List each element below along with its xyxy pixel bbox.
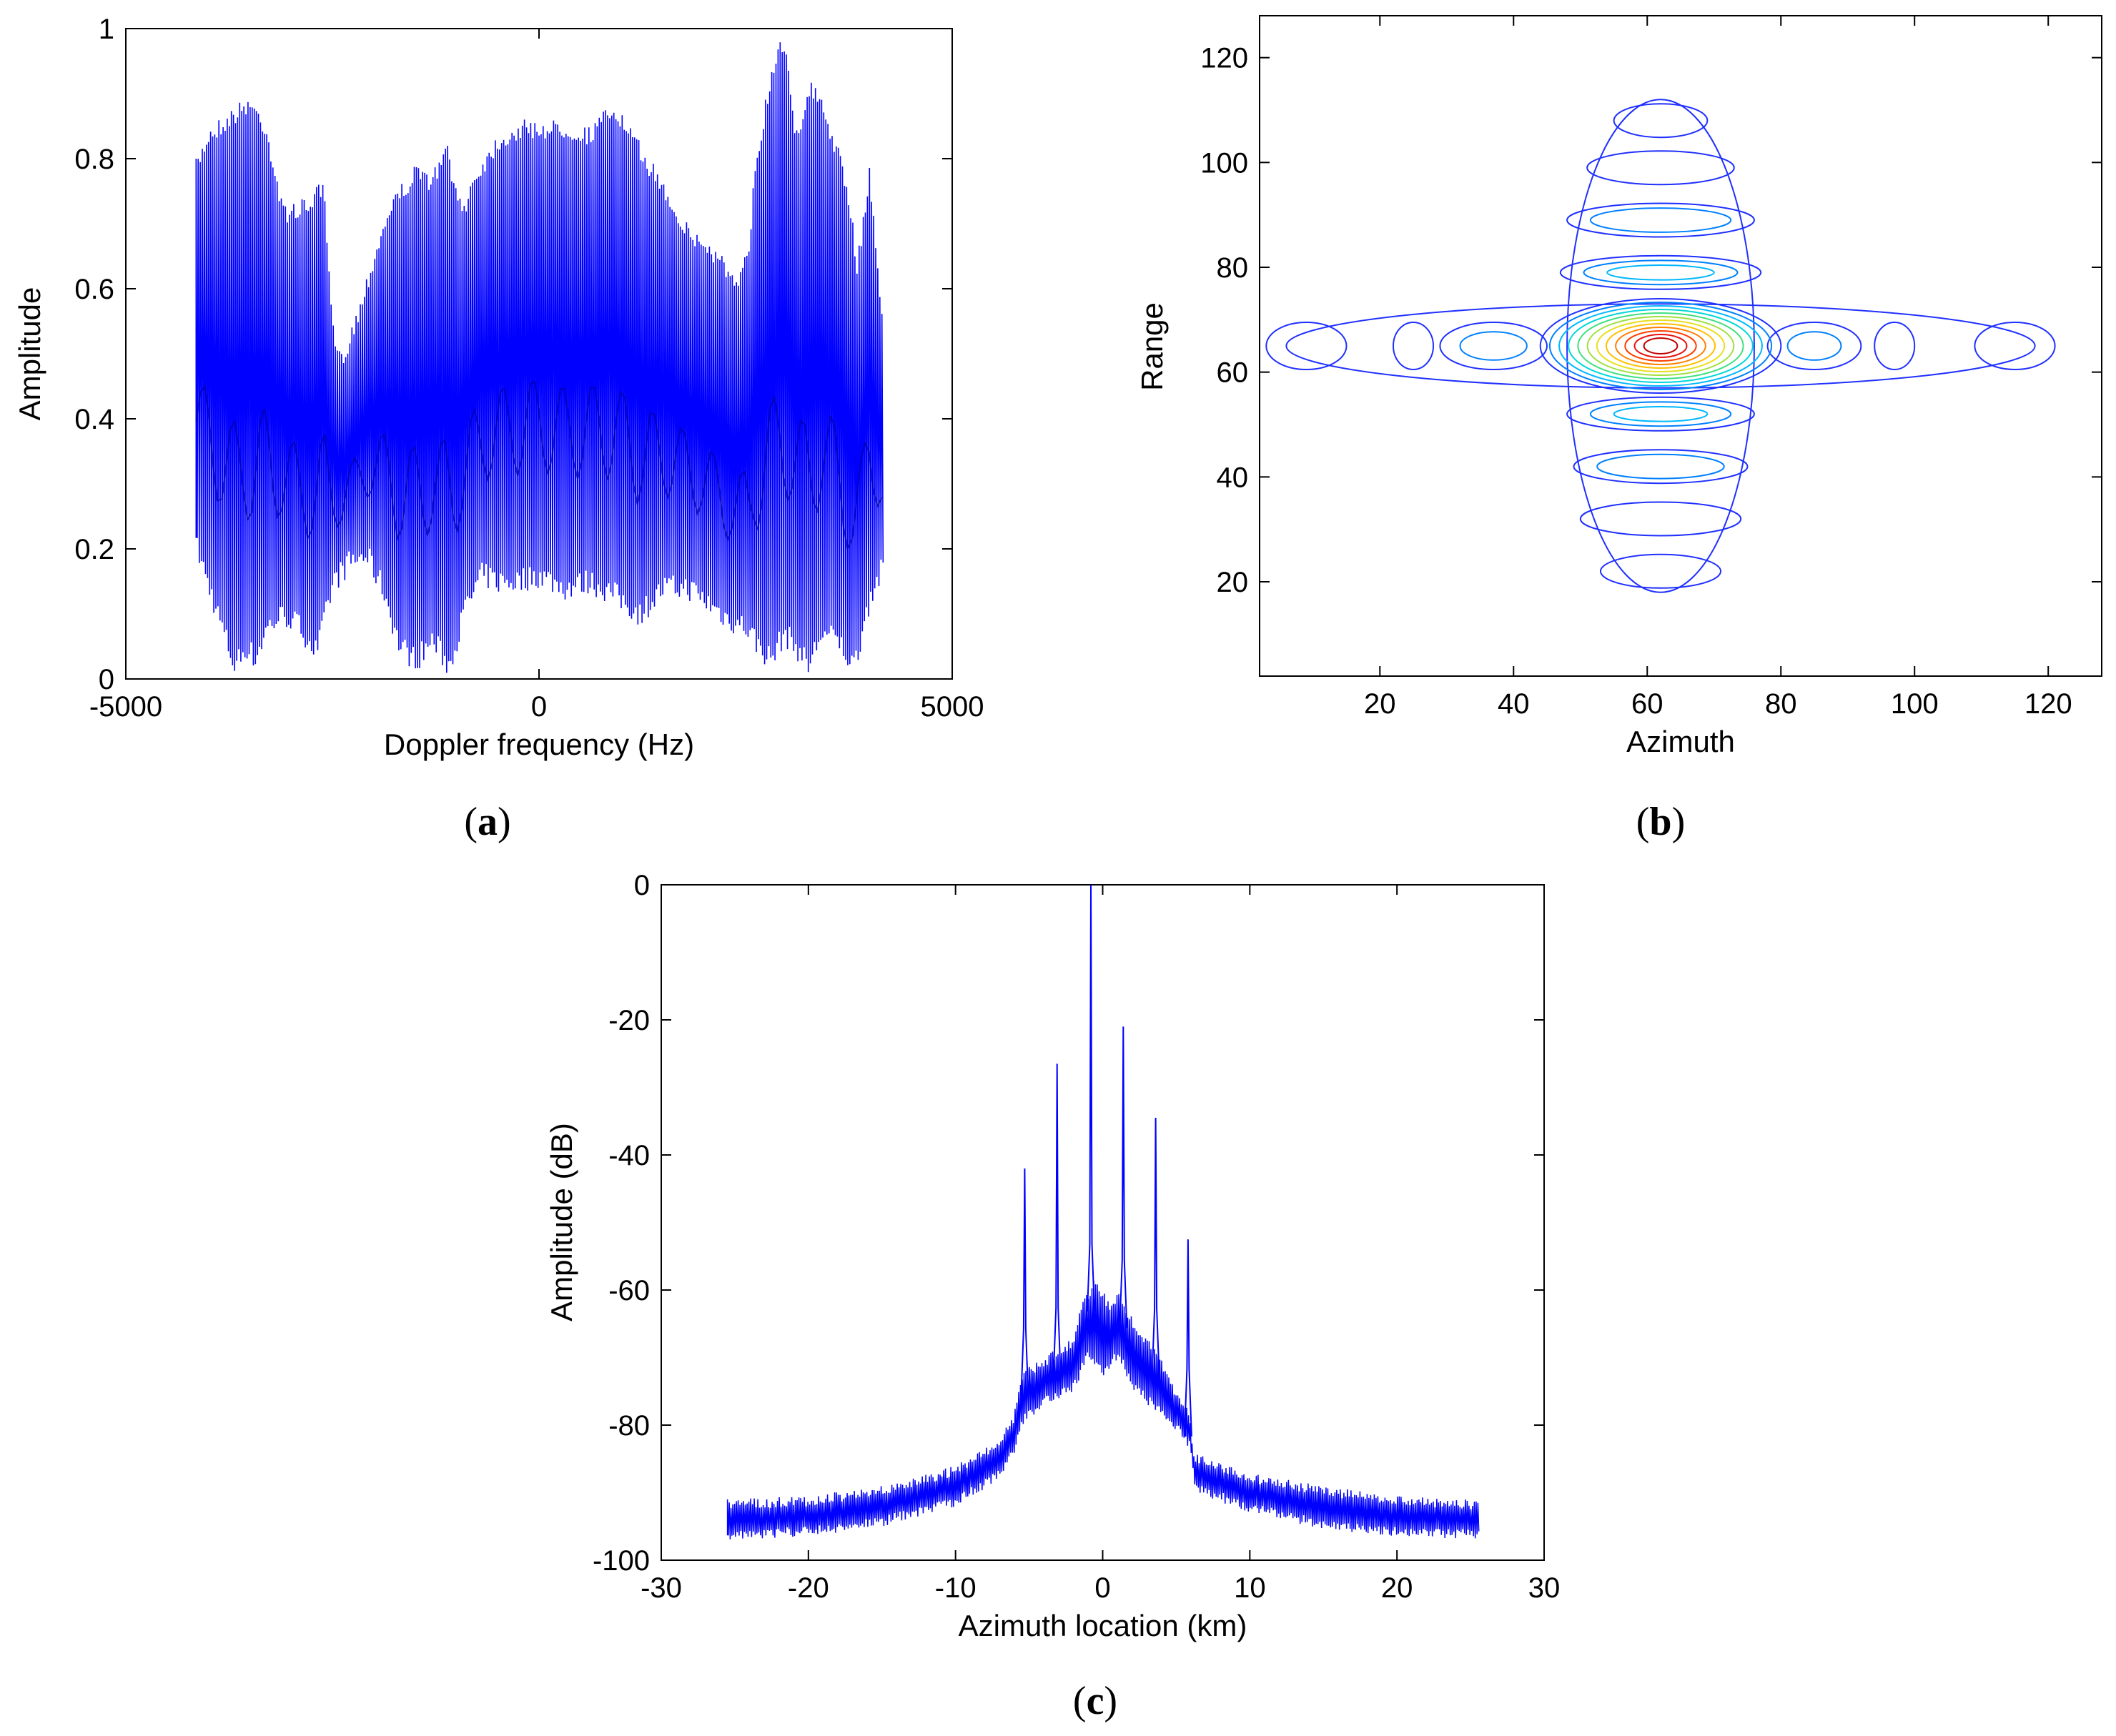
mainlobe-contour [1539, 298, 1782, 394]
y-tick-label: 1 [99, 14, 114, 45]
y-tick-label: 0 [634, 870, 650, 901]
range-sidelobe-contour [1573, 449, 1749, 485]
y-tick-label: -60 [608, 1275, 650, 1306]
x-tick-label: 0 [1094, 1572, 1110, 1604]
mainlobe-contour [1548, 302, 1773, 390]
range-sidelobe-contour [1613, 103, 1709, 139]
mainlobe-contour [1568, 309, 1754, 383]
range-sidelobe-contour [1586, 150, 1735, 186]
x-tick-label: 20 [1381, 1572, 1413, 1604]
peak-spike [1020, 1168, 1029, 1397]
range-sidelobe-contour [1613, 406, 1709, 422]
mainlobe-contour [1586, 316, 1735, 376]
y-tick-label: 40 [1217, 462, 1249, 493]
azimuth-sidelobe-contour [1439, 322, 1548, 370]
y-tick-label: -20 [608, 1005, 650, 1036]
y-axis-label: Amplitude (dB) [545, 1123, 578, 1321]
x-axis-label: Azimuth location (km) [959, 1609, 1247, 1642]
y-tick-label: -100 [593, 1545, 650, 1577]
x-tick-label: 120 [2024, 688, 2072, 720]
mainlobe-contour [1615, 327, 1706, 365]
y-tick-label: 60 [1217, 357, 1249, 389]
range-sidelobe-contour [1596, 453, 1725, 480]
y-tick-label: 120 [1200, 43, 1248, 74]
peak-spike [1052, 1063, 1062, 1376]
range-sidelobe-contour [1589, 401, 1732, 427]
x-tick-label: 20 [1364, 688, 1396, 720]
x-tick-label: 0 [531, 691, 547, 723]
azimuth-sidelobe-contour [1393, 322, 1434, 370]
panel-label: (c) [1073, 1679, 1117, 1723]
range-sidelobe-contour [1566, 396, 1755, 432]
y-tick-label: 80 [1217, 252, 1249, 284]
chart-b: 20 40 60 80 100 120 20 40 60 80 100 120 Azimuth Range… [1135, 15, 2102, 844]
y-tick-label: 0.2 [74, 534, 114, 565]
azimuth-sidelobe-contour [1874, 322, 1916, 370]
peak-spike [1087, 884, 1095, 1312]
y-axis-label: Amplitude [13, 287, 46, 421]
x-axis-label: Doppler frequency (Hz) [384, 728, 694, 761]
x-tick-label: 100 [1891, 688, 1939, 720]
y-tick-label: -40 [608, 1140, 650, 1171]
x-tick-label: 40 [1498, 688, 1530, 720]
y-tick-label: 0 [99, 664, 114, 695]
peak-spike [1119, 1026, 1128, 1328]
mainlobe-contour [1605, 323, 1716, 369]
x-tick-label: -30 [641, 1572, 682, 1604]
mainlobe-contour [1577, 312, 1744, 380]
y-axis-label: Range [1135, 302, 1169, 391]
x-tick-label: 60 [1631, 688, 1663, 720]
series-line [195, 42, 884, 673]
y-tick-label: 0.6 [74, 274, 114, 305]
peak-spike [1151, 1117, 1160, 1377]
y-tick-label: -80 [608, 1410, 650, 1442]
axes-frame [1259, 15, 2102, 677]
range-sidelobe-contour [1583, 259, 1739, 286]
azimuth-sidelobe-contour [1766, 322, 1862, 370]
x-tick-label: 5000 [921, 691, 984, 723]
chart-c: -30 -20 -10 0 10 20 30-100-80-60-40-200Azimuth… [545, 870, 1560, 1723]
x-tick-label: -5000 [89, 691, 162, 723]
mainlobe-contour [1596, 319, 1726, 372]
azimuth-sidelobe-contour [1786, 331, 1842, 361]
x-tick-label: -10 [935, 1572, 977, 1604]
panel-label: (a) [464, 800, 510, 844]
mainlobe-contour [1643, 337, 1679, 354]
series-mid-trace [195, 380, 883, 552]
y-tick-label: 0.8 [74, 144, 114, 175]
azimuth-sidelobe-contour [1265, 322, 1348, 370]
azimuth-sidelobe-contour [1974, 322, 2056, 370]
azimuth-sidelobe-contour [1459, 331, 1528, 361]
x-tick-label: 10 [1234, 1572, 1266, 1604]
range-sidelobe-contour [1579, 501, 1742, 537]
range-sidelobe-contour [1589, 207, 1732, 233]
mainlobe-contour [1558, 305, 1763, 387]
mainlobe-contour [1633, 334, 1688, 358]
contour-vertical-band [1566, 99, 1755, 593]
range-sidelobe-contour [1599, 553, 1722, 589]
axes-frame [661, 884, 1545, 1561]
y-tick-label: 0.4 [74, 404, 114, 435]
contour-horizontal-band [1285, 303, 2036, 389]
panel-label: (b) [1636, 800, 1685, 844]
x-tick-label: 30 [1528, 1572, 1561, 1604]
y-tick-label: 100 [1200, 147, 1248, 179]
series-line [726, 1280, 1480, 1539]
peak-spike [1183, 1239, 1192, 1437]
x-axis-label: Azimuth [1626, 725, 1735, 758]
mainlobe-contour [1624, 330, 1697, 362]
x-tick-label: 80 [1765, 688, 1797, 720]
range-sidelobe-contour [1566, 202, 1755, 238]
range-sidelobe-contour [1559, 254, 1762, 290]
x-tick-label: -20 [788, 1572, 829, 1604]
y-tick-label: 20 [1217, 567, 1249, 598]
range-sidelobe-contour [1606, 264, 1715, 281]
